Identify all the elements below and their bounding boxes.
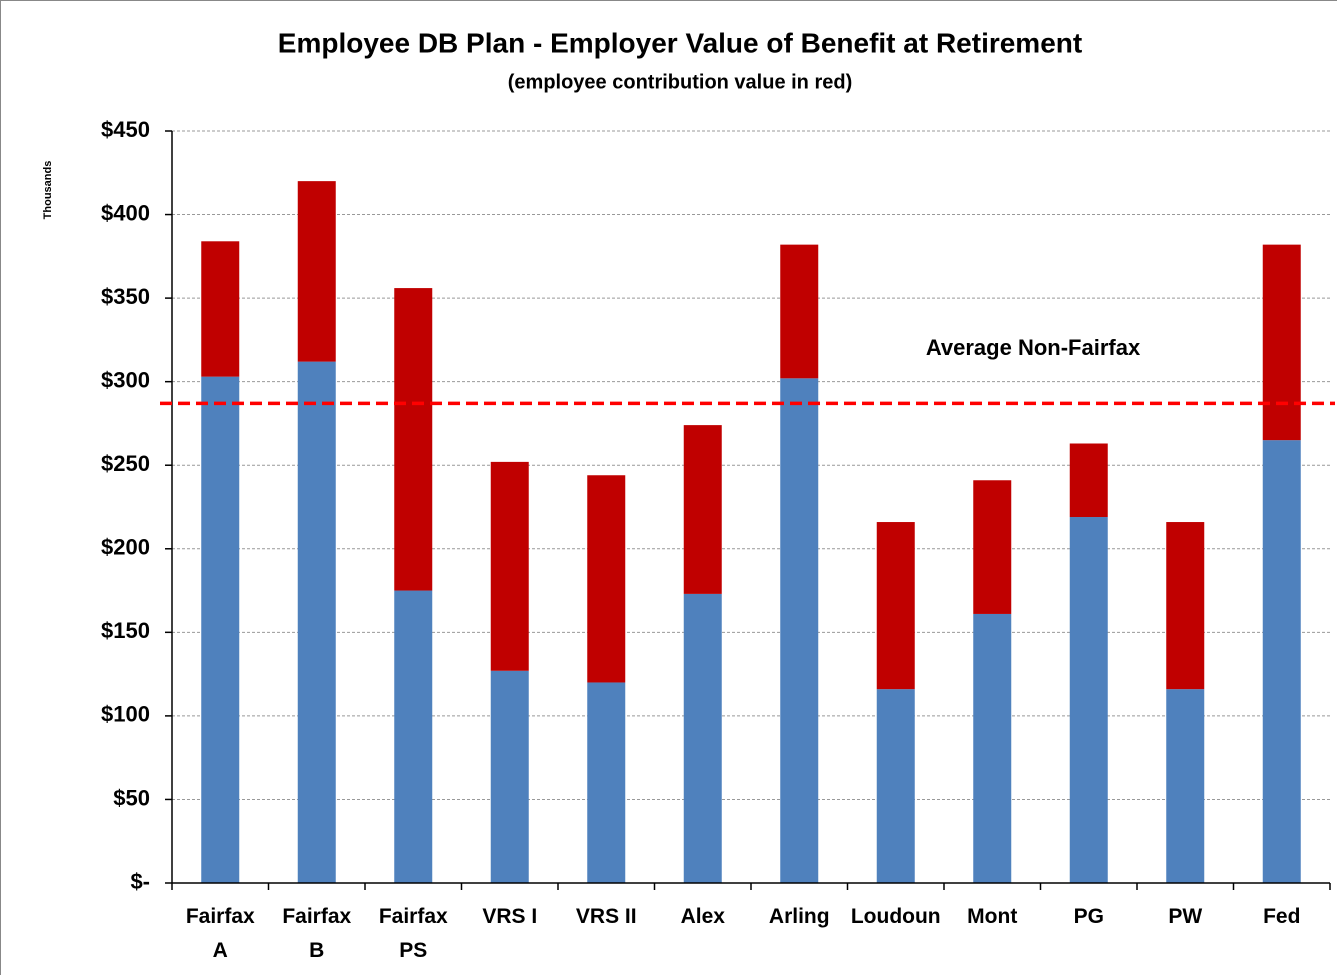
y-tick-label: $- xyxy=(130,869,150,894)
bar-segment xyxy=(1166,522,1205,690)
bar-segment xyxy=(1166,689,1205,883)
bar-segment xyxy=(780,378,819,883)
chart-title: Employee DB Plan - Employer Value of Ben… xyxy=(278,27,1082,58)
chart-subtitle: (employee contribution value in red) xyxy=(508,71,853,93)
bar-segment xyxy=(876,689,915,883)
bar-segment xyxy=(876,522,915,690)
bar-segment xyxy=(780,244,819,379)
x-tick-label: Mont xyxy=(967,905,1018,928)
bar-segment xyxy=(297,361,336,883)
bar-segment xyxy=(973,480,1012,614)
y-axis-label: Thousands xyxy=(42,161,54,220)
bar-segment xyxy=(1069,443,1108,518)
y-tick-label: $150 xyxy=(101,618,150,643)
x-tick-label: Alex xyxy=(680,905,725,928)
y-tick-label: $400 xyxy=(101,200,150,225)
bar-segment xyxy=(973,613,1012,883)
x-tick-label: VRS I xyxy=(482,905,538,928)
bar-segment xyxy=(490,461,529,671)
reference-label: Average Non-Fairfax xyxy=(926,335,1141,360)
x-tick-label: Arling xyxy=(768,905,830,928)
x-tick-label: Fairfax PS xyxy=(378,905,448,962)
bar-segment xyxy=(683,593,722,883)
y-tick-label: $300 xyxy=(101,367,150,392)
y-tick-label: $250 xyxy=(101,451,150,476)
x-tick-label: Fed xyxy=(1263,905,1301,928)
bar-segment xyxy=(1262,244,1301,441)
x-tick-label: Fairfax B xyxy=(282,905,352,962)
bar-segment xyxy=(1069,517,1108,883)
y-tick-label: $200 xyxy=(101,535,150,560)
y-tick-label: $350 xyxy=(101,284,150,309)
y-tick-label: $450 xyxy=(101,117,150,142)
bar-segment xyxy=(394,590,433,883)
bar-segment xyxy=(394,288,433,591)
y-tick-label: $50 xyxy=(113,785,150,810)
bar-segment xyxy=(201,376,240,883)
bar-segment xyxy=(1262,440,1301,883)
x-tick-label: VRS II xyxy=(575,905,637,928)
bar-segment xyxy=(297,181,336,362)
x-tick-label: PW xyxy=(1168,905,1203,928)
x-tick-label: Fairfax A xyxy=(185,905,255,962)
bar-segment xyxy=(490,670,529,883)
bar-segment xyxy=(683,425,722,594)
bar-segment xyxy=(201,241,240,377)
y-tick-label: $100 xyxy=(101,702,150,727)
x-tick-label: PG xyxy=(1073,905,1104,928)
bar-segment xyxy=(587,475,626,683)
bar-segment xyxy=(587,682,626,883)
x-tick-label: Loudoun xyxy=(850,905,941,928)
